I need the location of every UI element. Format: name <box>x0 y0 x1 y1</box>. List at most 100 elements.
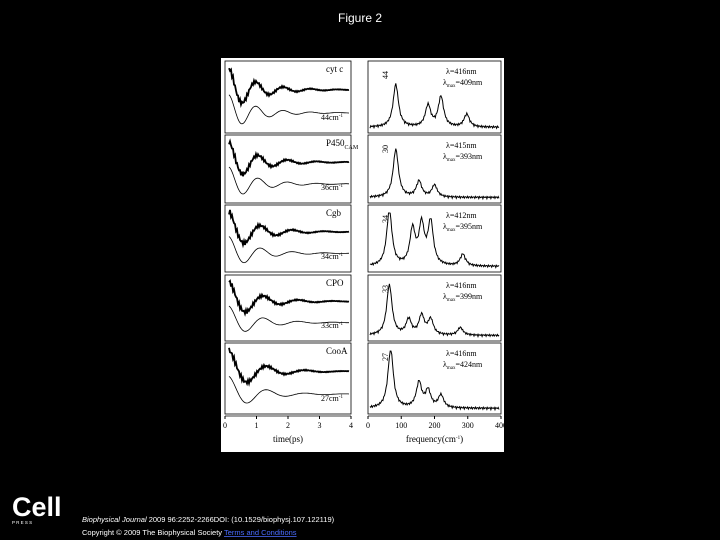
lambda-sub: max <box>447 366 456 371</box>
x-tick-label: 4 <box>349 421 353 430</box>
spectrum-panel <box>367 274 502 342</box>
mode-label: 36cm-1 <box>321 183 343 192</box>
slide-title: Figure 2 <box>338 11 382 25</box>
time-panel <box>224 274 352 342</box>
peak-label: 44 <box>381 71 390 79</box>
x-tick-label: 0 <box>223 421 227 430</box>
journal: Biophysical Journal <box>82 515 147 524</box>
signal-trace <box>228 138 350 177</box>
lambda-symbol: λ <box>443 222 447 231</box>
sample-label: P450CAM <box>326 138 359 151</box>
spectrum-panel <box>367 60 502 134</box>
lambda-max: λmax=409nm <box>443 78 483 89</box>
mode-value: 44cm <box>321 113 340 122</box>
spectrum-panel <box>367 342 502 415</box>
peak-label: 30 <box>381 145 390 153</box>
citation-text: 2009 96:2252-2266DOI: (10.1529/biophysj.… <box>147 515 335 524</box>
lambda-max: λmax=424nm <box>443 360 483 371</box>
fit-trace <box>228 94 349 125</box>
spectrum-trace <box>369 350 500 412</box>
spectrum-trace <box>369 212 500 269</box>
mode-label: 27cm-1 <box>321 394 343 403</box>
lambda-max: λmax=393nm <box>443 152 483 163</box>
axis-title-text: frequency(cm <box>406 434 456 444</box>
lambda-sub: max <box>447 298 456 303</box>
terms-link[interactable]: Terms and Conditions <box>224 528 297 537</box>
spectrum-panel <box>367 204 502 273</box>
excitation: λ=412nm <box>446 211 477 220</box>
x-tick-label: 200 <box>429 421 441 430</box>
x-tick-label: 3 <box>318 421 322 430</box>
logo-sub: P R E S S <box>12 520 32 525</box>
mode-value: 36cm <box>321 183 340 192</box>
mode-sup: -1 <box>339 114 344 119</box>
x-axis-title: frequency(cm-1) <box>406 434 463 444</box>
excitation: λ=416nm <box>446 281 477 290</box>
fit-trace <box>228 376 350 404</box>
signal-trace <box>228 279 350 317</box>
fit-trace <box>228 305 349 332</box>
lambda-value: =395nm <box>456 222 484 231</box>
mode-sup: -1 <box>339 322 344 327</box>
lambda-symbol: λ <box>443 360 447 369</box>
excitation: λ=415nm <box>446 141 477 150</box>
signal-trace <box>228 209 350 249</box>
lambda-max: λmax=395nm <box>443 222 483 233</box>
axis-title-end: ) <box>460 434 463 444</box>
lambda-sub: max <box>447 158 456 163</box>
sample-name: CPO <box>326 278 344 288</box>
citation: Biophysical Journal 2009 96:2252-2266DOI… <box>82 515 335 524</box>
sample-name: Cgb <box>326 208 342 218</box>
signal-trace <box>228 347 350 387</box>
time-panel <box>224 60 352 134</box>
mode-value: 27cm <box>321 394 340 403</box>
lambda-value: =424nm <box>456 360 484 369</box>
x-tick-label: 300 <box>462 421 474 430</box>
x-tick-label: 2 <box>286 421 290 430</box>
mode-value: 34cm <box>321 252 340 261</box>
sample-name: cyt c <box>326 64 343 74</box>
copyright: Copyright © 2009 The Biophysical Society… <box>82 528 297 537</box>
x-tick-label: 400 <box>495 421 507 430</box>
x-tick-label: 0 <box>366 421 370 430</box>
mode-label: 44cm-1 <box>321 113 343 122</box>
mode-sup: -1 <box>339 184 344 189</box>
lambda-symbol: λ <box>443 78 447 87</box>
x-tick-label: 1 <box>255 421 259 430</box>
peak-label: 34 <box>381 215 390 223</box>
spectrum-panel <box>367 134 502 204</box>
peak-label: 27 <box>381 353 390 361</box>
x-tick-label: 100 <box>395 421 407 430</box>
lambda-symbol: λ <box>443 292 447 301</box>
sample-name: P450 <box>326 138 345 148</box>
sample-name: CooA <box>326 346 348 356</box>
fit-trace <box>228 236 350 264</box>
sample-label: CooA <box>326 346 348 356</box>
peak-label: 33 <box>381 285 390 293</box>
time-panel <box>224 204 352 273</box>
logo: Cell <box>12 492 62 522</box>
fit-trace <box>228 166 349 195</box>
x-axis-title: time(ps) <box>273 434 303 444</box>
axis-title-sup: -1 <box>456 436 461 441</box>
lambda-sub: max <box>447 228 456 233</box>
lambda-max: λmax=399nm <box>443 292 483 303</box>
lambda-sub: max <box>447 84 456 89</box>
mode-label: 34cm-1 <box>321 252 343 261</box>
lambda-symbol: λ <box>443 152 447 161</box>
time-panel <box>224 342 352 415</box>
excitation: λ=416nm <box>446 349 477 358</box>
sample-label: Cgb <box>326 208 342 218</box>
mode-label: 33cm-1 <box>321 321 343 330</box>
mode-sup: -1 <box>339 253 344 258</box>
lambda-value: =409nm <box>456 78 484 87</box>
sample-label: cyt c <box>326 64 343 74</box>
signal-trace <box>228 67 350 109</box>
mode-value: 33cm <box>321 321 340 330</box>
sample-label: CPO <box>326 278 344 288</box>
time-panel <box>224 134 352 204</box>
spectrum-trace <box>369 148 500 201</box>
mode-sup: -1 <box>339 395 344 400</box>
